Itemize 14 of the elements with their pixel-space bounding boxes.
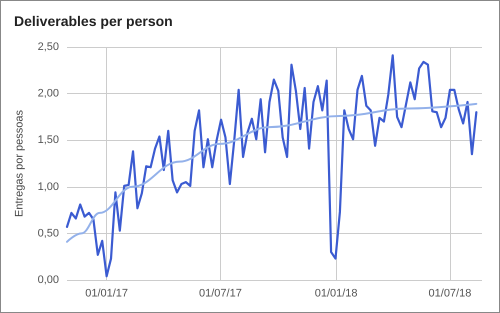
chart-title: Deliverables per person [14, 13, 173, 29]
y-tick-label: 2,00 [38, 88, 59, 100]
y-axis-title: Entregas por pessoas [14, 110, 26, 218]
y-tick-label: 1,50 [38, 134, 59, 146]
line-series [66, 102, 478, 243]
x-tick-label: 01/01/18 [314, 288, 358, 300]
y-tick-label: 1,00 [38, 180, 59, 193]
x-tick-label: 01/07/17 [199, 288, 242, 300]
line-series [66, 54, 478, 278]
y-tick-label: 0,00 [38, 274, 59, 286]
x-tick-label: 01/01/17 [85, 288, 128, 300]
y-tick-label: 0,50 [38, 227, 59, 240]
y-tick-label: 2,50 [38, 41, 59, 53]
x-tick-label: 01/07/18 [428, 288, 472, 300]
